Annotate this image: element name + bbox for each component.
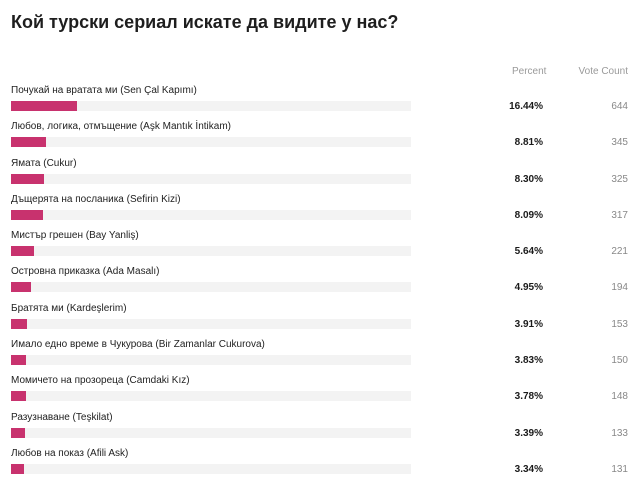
poll-option-bar-track <box>11 101 411 111</box>
poll-option-label: Братята ми (Kardeşlerim) <box>11 302 127 314</box>
poll-option-percent: 3.78% <box>514 391 543 403</box>
poll-option-row[interactable]: Любов, логика, отмъщение (Aşk Mantık İnt… <box>0 121 640 157</box>
poll-option-label: Островна приказка (Ada Masalı) <box>11 266 160 278</box>
poll-option-row[interactable]: Момичето на прозореца (Camdaki Kız) 3.78%… <box>0 375 640 411</box>
poll-option-label: Мистър грешен (Bay Yanliş) <box>11 230 139 242</box>
poll-option-vote-count: 325 <box>611 173 628 185</box>
poll-option-bar-fill <box>11 427 25 438</box>
poll-option-percent: 3.39% <box>514 427 543 439</box>
poll-option-bar-fill <box>11 209 44 220</box>
poll-option-row[interactable]: Почукай на вратата ми (Sen Çal Kapımı) 16… <box>0 85 640 121</box>
poll-option-label: Момичето на прозореца (Camdaki Kız) <box>11 375 190 387</box>
poll-option-label: Любов, логика, отмъщение (Aşk Mantık İnt… <box>11 121 231 133</box>
poll-option-bar-fill <box>11 101 77 111</box>
poll-option-bar-fill <box>11 318 27 329</box>
poll-option-percent: 8.09% <box>514 209 543 221</box>
poll-option-percent: 3.91% <box>514 318 543 330</box>
poll-option-row[interactable]: Любов на показ (Afili Ask) 3.34% 131 <box>0 448 640 484</box>
poll-option-bar-track <box>11 137 411 148</box>
poll-option-row[interactable]: Братята ми (Kardeşlerim) 3.91% 153 <box>0 303 640 339</box>
poll-option-label: Ямата (Cukur) <box>11 157 77 169</box>
poll-option-vote-count: 345 <box>611 137 628 149</box>
poll-option-vote-count: 317 <box>611 209 628 221</box>
poll-option-percent: 3.83% <box>514 355 543 367</box>
poll-option-percent: 3.34% <box>514 463 543 475</box>
poll-option-percent: 8.30% <box>514 173 543 185</box>
poll-option-row[interactable]: Дъщерята на посланика (Sefirin Kizi) 8.09… <box>0 194 640 230</box>
poll-option-row[interactable]: Ямата (Cukur) 8.30% 325 <box>0 158 640 194</box>
poll-option-bar-fill <box>11 463 25 474</box>
poll-option-bar-track <box>11 209 411 220</box>
poll-option-label: Почукай на вратата ми (Sen Çal Kapımı) <box>11 85 197 96</box>
poll-option-row[interactable]: Имало едно време в Чукурова (Bir Zamanla… <box>0 339 640 375</box>
poll-option-bar-fill <box>11 137 47 148</box>
poll-option-vote-count: 221 <box>611 246 628 258</box>
poll-option-vote-count: 133 <box>611 427 628 439</box>
poll-option-bar-track <box>11 318 411 329</box>
poll-option-percent: 8.81% <box>514 137 543 149</box>
poll-option-bar-track <box>11 173 411 184</box>
poll-option-bar-fill <box>11 173 45 184</box>
poll-option-label: Любов на показ (Afili Ask) <box>11 447 129 459</box>
poll-option-bar-fill <box>11 282 31 293</box>
poll-option-percent: 4.95% <box>514 282 543 294</box>
poll-option-bar-fill <box>11 246 34 257</box>
poll-title: Кой турски сериал искате да видите у нас… <box>11 12 399 32</box>
poll-option-bar-track <box>11 427 411 438</box>
poll-option-row[interactable]: Разузнаване (Teşkilat) 3.39% 133 <box>0 412 640 448</box>
poll-option-bar-fill <box>11 391 27 402</box>
poll-option-bar-track <box>11 463 411 474</box>
poll-option-row[interactable]: Мистър грешен (Bay Yanliş) 5.64% 221 <box>0 230 640 266</box>
poll-option-vote-count: 131 <box>611 463 628 475</box>
percent-column-header: Percent <box>512 66 547 77</box>
poll-option-vote-count: 644 <box>611 101 628 112</box>
vote-count-column-header: Vote Count <box>578 66 628 77</box>
poll-option-vote-count: 194 <box>611 282 628 294</box>
poll-option-label: Дъщерята на посланика (Sefirin Kizi) <box>11 193 181 205</box>
poll-option-bar-track <box>11 355 411 366</box>
poll-option-vote-count: 148 <box>611 391 628 403</box>
poll-option-label: Разузнаване (Teşkilat) <box>11 411 113 423</box>
poll-option-row[interactable]: Островна приказка (Ada Masalı) 4.95% 194 <box>0 266 640 302</box>
poll-option-bar-track <box>11 391 411 402</box>
poll-option-bar-track <box>11 246 411 257</box>
poll-options-list: Почукай на вратата ми (Sen Çal Kapımı) 16… <box>0 85 640 484</box>
poll-option-percent: 16.44% <box>509 101 543 112</box>
poll-option-bar-track <box>11 282 411 293</box>
poll-option-vote-count: 153 <box>611 318 628 330</box>
poll-option-label: Имало едно време в Чукурова (Bir Zamanla… <box>11 339 265 351</box>
poll-option-percent: 5.64% <box>514 246 543 258</box>
poll-option-bar-fill <box>11 355 27 366</box>
poll-option-vote-count: 150 <box>611 355 628 367</box>
